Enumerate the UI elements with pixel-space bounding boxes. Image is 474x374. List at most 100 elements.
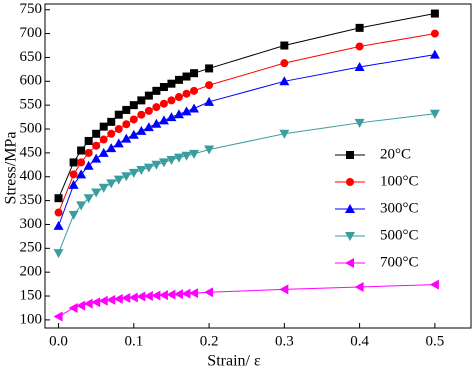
series-line [58,33,435,213]
marker [158,290,168,301]
marker [84,148,93,157]
marker [114,110,123,119]
marker [68,179,79,189]
y-tick-label: 150 [20,287,43,303]
y-tick-label: 250 [20,240,43,256]
x-tick-label: 0.5 [425,333,444,349]
y-tick-label: 200 [20,264,43,280]
marker [429,109,440,119]
marker [354,61,365,71]
marker [91,297,101,308]
marker [107,129,116,138]
y-tick-label: 100 [20,311,43,327]
plot-frame [44,3,472,329]
y-tick-label: 450 [20,144,43,160]
marker [113,138,124,148]
marker [158,115,169,125]
marker [137,96,146,105]
y-tick-label: 550 [20,97,43,113]
marker [128,168,139,178]
marker [98,147,109,157]
marker [166,289,176,300]
marker [53,249,64,259]
y-tick-label: 350 [20,192,43,208]
marker [152,103,161,112]
marker [69,170,78,179]
marker [68,210,79,220]
marker [99,135,108,144]
marker [128,292,138,303]
marker [106,294,116,305]
marker [143,163,154,173]
marker [279,284,289,295]
marker [113,293,123,304]
y-axis-label: Stress/MPa [3,132,20,205]
marker [279,129,290,139]
marker [205,64,214,73]
marker [355,42,364,51]
marker [151,290,161,301]
marker [354,118,365,128]
series-line [58,54,435,227]
marker [280,59,289,68]
x-tick-label: 0.0 [49,333,68,349]
marker [136,125,147,135]
marker [106,143,117,153]
y-tick-label: 650 [20,49,43,65]
marker [151,160,162,170]
marker [83,194,94,204]
marker [92,129,101,138]
marker [54,208,63,217]
marker [69,158,78,167]
marker [204,145,215,155]
x-tick-label: 0.4 [350,333,369,349]
legend-label: 20°C [380,146,411,162]
y-tick-label: 700 [20,25,43,41]
marker [182,72,191,81]
marker [345,232,355,241]
marker [280,41,289,50]
legend-label: 300°C [380,200,419,216]
legend-label: 700°C [380,254,419,270]
marker [204,96,215,106]
marker [204,287,214,298]
marker [99,122,108,131]
legend-label: 100°C [380,173,419,189]
marker [430,9,439,18]
y-tick-label: 500 [20,120,43,136]
marker [77,146,86,155]
marker [129,115,138,124]
marker [83,298,93,309]
x-tick-label: 0.3 [275,333,294,349]
marker [77,158,86,167]
marker [76,300,86,311]
marker [98,183,109,193]
marker [190,69,199,78]
marker [173,153,184,163]
marker [166,112,177,122]
marker [143,291,153,302]
marker [122,105,131,114]
marker [182,89,191,98]
marker [98,295,108,306]
marker [144,106,153,115]
marker [83,160,94,170]
marker [136,166,147,176]
marker [345,258,354,268]
marker [92,141,101,150]
marker [159,99,168,108]
marker [189,103,200,113]
marker [68,302,78,313]
marker [129,101,138,110]
marker [91,153,102,163]
marker [158,158,169,168]
marker [181,151,192,161]
marker [355,23,364,32]
x-tick-label: 0.2 [200,333,219,349]
marker [345,204,355,213]
marker [144,91,153,100]
marker [279,76,290,86]
marker [190,86,199,95]
marker [136,291,146,302]
marker [173,109,184,119]
